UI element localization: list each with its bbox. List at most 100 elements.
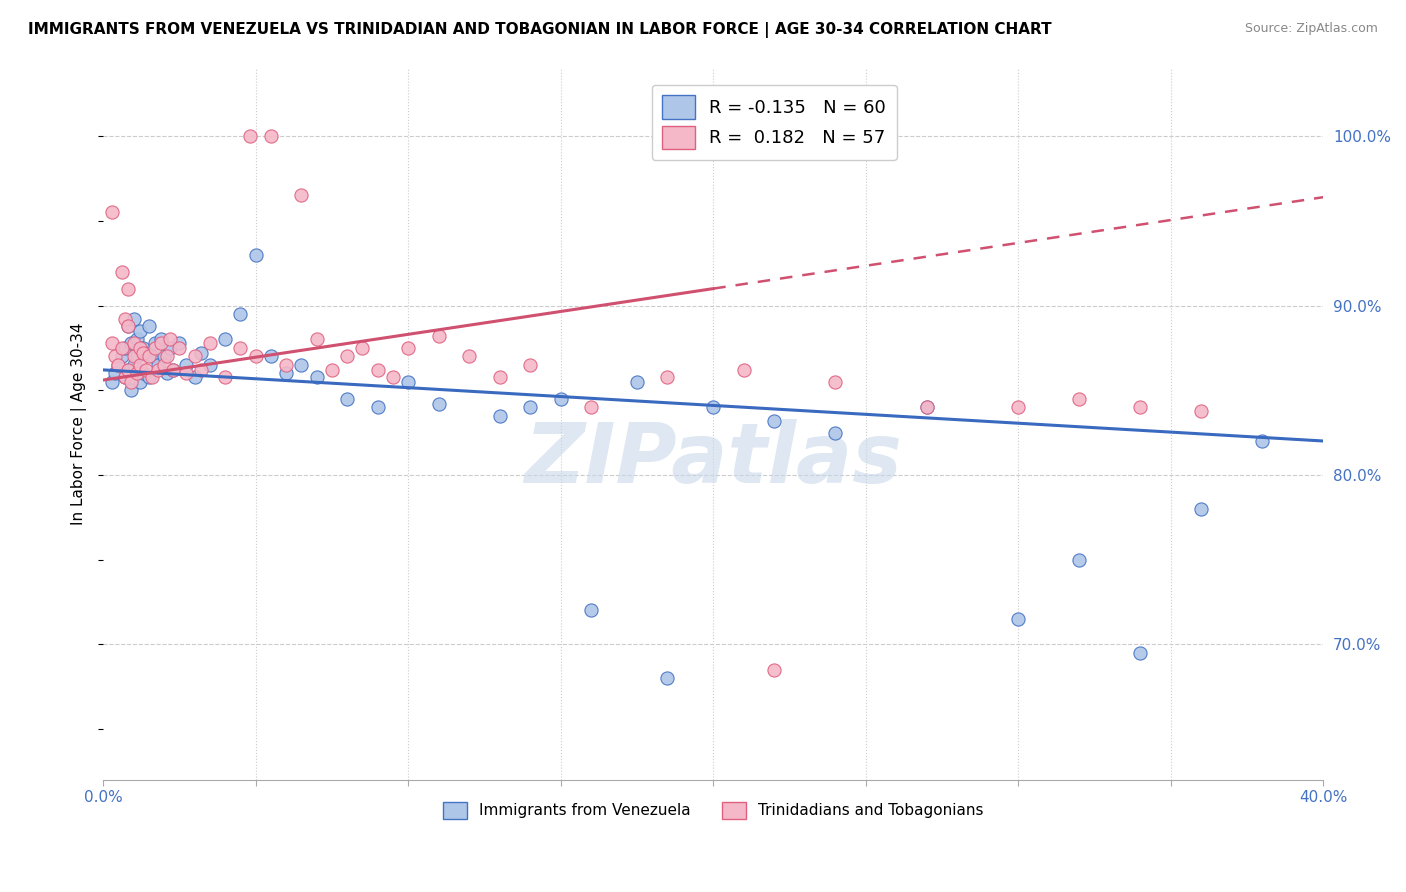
- Point: [122, 349, 145, 363]
- Point: [382, 369, 405, 384]
- Point: [1007, 612, 1029, 626]
- Point: [336, 349, 359, 363]
- Point: [125, 366, 148, 380]
- Point: [114, 369, 136, 384]
- Point: [367, 363, 389, 377]
- Point: [141, 349, 163, 363]
- Point: [702, 400, 724, 414]
- Point: [150, 333, 173, 347]
- Point: [1007, 400, 1029, 414]
- Point: [114, 341, 136, 355]
- Point: [260, 129, 283, 144]
- Point: [169, 341, 191, 355]
- Point: [626, 375, 648, 389]
- Point: [120, 383, 142, 397]
- Point: [427, 329, 450, 343]
- Point: [128, 341, 150, 355]
- Point: [125, 349, 148, 363]
- Point: [336, 392, 359, 406]
- Point: [174, 358, 197, 372]
- Point: [190, 346, 212, 360]
- Point: [104, 349, 127, 363]
- Point: [156, 366, 179, 380]
- Point: [824, 375, 846, 389]
- Point: [104, 366, 127, 380]
- Point: [146, 363, 169, 377]
- Point: [110, 349, 132, 363]
- Point: [229, 307, 252, 321]
- Point: [132, 341, 155, 355]
- Point: [1189, 501, 1212, 516]
- Point: [214, 333, 236, 347]
- Point: [117, 363, 139, 377]
- Point: [305, 333, 328, 347]
- Point: [135, 346, 157, 360]
- Point: [657, 369, 679, 384]
- Point: [101, 335, 124, 350]
- Y-axis label: In Labor Force | Age 30-34: In Labor Force | Age 30-34: [72, 323, 87, 525]
- Point: [146, 358, 169, 372]
- Point: [276, 358, 298, 372]
- Point: [117, 318, 139, 333]
- Point: [174, 366, 197, 380]
- Point: [120, 335, 142, 350]
- Point: [198, 335, 221, 350]
- Point: [135, 363, 157, 377]
- Legend: Immigrants from Venezuela, Trinidadians and Tobagonians: Immigrants from Venezuela, Trinidadians …: [437, 796, 990, 825]
- Point: [915, 400, 938, 414]
- Point: [458, 349, 481, 363]
- Point: [915, 400, 938, 414]
- Point: [138, 349, 160, 363]
- Point: [159, 341, 181, 355]
- Point: [245, 248, 267, 262]
- Point: [214, 369, 236, 384]
- Point: [107, 358, 129, 372]
- Point: [245, 349, 267, 363]
- Point: [733, 363, 755, 377]
- Point: [1069, 392, 1091, 406]
- Point: [143, 341, 166, 355]
- Point: [128, 324, 150, 338]
- Point: [169, 335, 191, 350]
- Point: [396, 341, 419, 355]
- Point: [519, 400, 541, 414]
- Point: [159, 333, 181, 347]
- Point: [488, 409, 510, 423]
- Point: [128, 358, 150, 372]
- Point: [488, 369, 510, 384]
- Point: [581, 603, 603, 617]
- Point: [190, 363, 212, 377]
- Point: [125, 333, 148, 347]
- Point: [117, 282, 139, 296]
- Point: [1129, 400, 1152, 414]
- Point: [110, 265, 132, 279]
- Point: [156, 349, 179, 363]
- Point: [143, 335, 166, 350]
- Point: [114, 312, 136, 326]
- Point: [1069, 552, 1091, 566]
- Point: [305, 369, 328, 384]
- Point: [117, 363, 139, 377]
- Point: [122, 335, 145, 350]
- Point: [162, 363, 184, 377]
- Point: [120, 375, 142, 389]
- Point: [138, 318, 160, 333]
- Point: [396, 375, 419, 389]
- Point: [101, 205, 124, 219]
- Point: [1251, 434, 1274, 448]
- Point: [122, 358, 145, 372]
- Point: [132, 366, 155, 380]
- Point: [183, 369, 205, 384]
- Point: [107, 358, 129, 372]
- Point: [290, 188, 312, 202]
- Point: [367, 400, 389, 414]
- Point: [153, 358, 176, 372]
- Point: [150, 335, 173, 350]
- Text: IMMIGRANTS FROM VENEZUELA VS TRINIDADIAN AND TOBAGONIAN IN LABOR FORCE | AGE 30-: IMMIGRANTS FROM VENEZUELA VS TRINIDADIAN…: [28, 22, 1052, 38]
- Point: [260, 349, 283, 363]
- Point: [290, 358, 312, 372]
- Point: [141, 369, 163, 384]
- Point: [519, 358, 541, 372]
- Point: [321, 363, 343, 377]
- Point: [276, 366, 298, 380]
